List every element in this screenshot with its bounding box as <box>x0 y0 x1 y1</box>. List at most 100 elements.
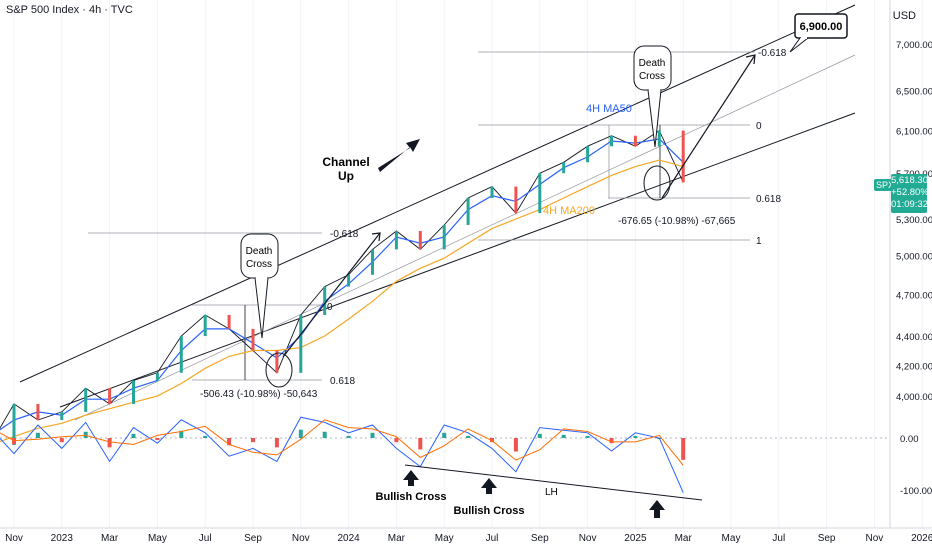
death-cross-callout-2025 <box>633 45 672 148</box>
price-tag: 5,618.30 +52.80% 01:09:32 <box>891 174 929 213</box>
death-cross-label-2023-l1: Death <box>246 246 273 257</box>
osc-histogram-bar <box>59 438 64 443</box>
ma50-label: 4H MA50 <box>586 103 632 115</box>
death-cross-label-2025-l1: Death <box>639 58 666 69</box>
x-tick-label: 2024 <box>337 533 360 544</box>
fib-2023 <box>88 232 322 381</box>
x-tick-label: Jul <box>772 533 785 544</box>
price-candle <box>275 350 279 373</box>
osc-histogram-bar <box>681 438 686 460</box>
price-candle <box>442 224 446 250</box>
price-series-line <box>0 129 684 429</box>
osc-histogram-bar <box>370 432 375 438</box>
projection-arrows <box>282 54 756 358</box>
x-tick-label: May <box>148 533 167 544</box>
price-candle <box>155 372 159 381</box>
osc-histogram-bar <box>12 438 16 445</box>
x-tick-label: May <box>722 533 741 544</box>
fib-2023-label-618: 0.618 <box>330 376 355 387</box>
osc-histogram-bar <box>394 438 399 443</box>
y-tick-label: 6,100.00 <box>896 127 932 138</box>
bar-countdown: 01:09:32 <box>891 199 928 210</box>
osc-histogram-bar <box>203 435 208 438</box>
currency-label: USD <box>892 10 916 22</box>
x-tick-label: May <box>435 533 454 544</box>
osc-histogram-bar <box>83 431 88 438</box>
osc-histogram-bar <box>179 430 184 438</box>
x-tick-label: Sep <box>818 533 836 544</box>
price-change: +52.80% <box>891 187 929 198</box>
osc-histogram-bar <box>561 434 566 438</box>
x-tick-label: Mar <box>388 533 406 544</box>
price-candle <box>633 135 637 147</box>
osc-histogram-bar <box>35 432 40 438</box>
death-cross-label-2023-l2: Cross <box>246 259 272 270</box>
price-candle <box>610 135 613 147</box>
price-candle <box>108 388 112 404</box>
price-candle <box>371 249 374 275</box>
osc-signal-line <box>0 419 684 466</box>
y-tick-label: 5,000.00 <box>896 252 932 263</box>
osc-histogram-bar <box>466 435 471 438</box>
osc-histogram-bar <box>633 435 638 438</box>
x-tick-label: 2023 <box>51 533 74 544</box>
price-candle <box>490 186 494 198</box>
x-tick-label: 2025 <box>624 533 647 544</box>
ma200-label: 4H MA200 <box>543 205 595 217</box>
fib-2025-label-zero: 0 <box>756 121 762 132</box>
target-callout <box>789 13 848 53</box>
price-candle <box>538 173 542 214</box>
x-tick-label: Mar <box>101 533 119 544</box>
price-candle <box>203 314 207 337</box>
last-price: 5,618.30 <box>891 175 928 186</box>
x-tick-label: Jul <box>486 533 499 544</box>
price-candle <box>60 411 64 421</box>
fib-2025-label-one: 1 <box>756 236 762 247</box>
osc-histogram-bar <box>418 438 423 450</box>
price-candle <box>251 328 255 351</box>
price-candle <box>84 388 88 412</box>
circle-2023 <box>265 352 293 388</box>
bullish-cross-label-2: Bullish Cross <box>454 505 525 517</box>
osc-histogram-bar <box>155 438 160 441</box>
death-cross-callout-2023 <box>240 233 279 339</box>
fib-2023-label-zero: 0 <box>327 302 333 313</box>
price-candle <box>179 336 183 373</box>
fib-2025-label-neg: -0.618 <box>758 48 787 59</box>
x-tick-label: Mar <box>675 533 693 544</box>
price-candle <box>323 286 327 315</box>
osc-histogram-bar <box>131 433 136 438</box>
y-tick-label: 4,000.00 <box>896 392 932 403</box>
osc-histogram-bar <box>513 438 518 452</box>
lh-trendline <box>404 464 703 501</box>
price-candle <box>394 230 398 250</box>
fib-2025 <box>478 51 755 241</box>
ma50-line <box>0 138 684 431</box>
osc-histogram-bar <box>227 438 232 446</box>
up-arrows <box>403 470 665 518</box>
osc-line <box>0 416 684 493</box>
osc-histogram-bar <box>107 438 112 448</box>
x-tick-label: Nov <box>866 533 884 544</box>
price-candle <box>586 146 590 163</box>
x-tick-label: Jul <box>199 533 212 544</box>
osc-histogram-bar <box>298 429 303 438</box>
price-candle <box>12 403 16 446</box>
price-candle <box>227 314 231 329</box>
drop-2025-label: -676.65 (-10.98%) -67,665 <box>618 216 736 227</box>
symbol-tag: SPX <box>874 179 897 191</box>
fib-2025-label-618: 0.618 <box>756 194 781 205</box>
price-candle <box>36 403 40 421</box>
channel-label-l1: Channel <box>322 155 369 169</box>
lh-label: LH <box>545 487 558 498</box>
y-tick-label: 4,400.00 <box>896 332 932 343</box>
osc-histogram-bar <box>442 432 447 438</box>
chart-title: S&P 500 Index · 4h · TVC <box>6 4 133 16</box>
target-label: 6,900.00 <box>800 21 843 33</box>
y-tick-label: 7,000.00 <box>896 40 932 51</box>
price-candle <box>681 130 685 183</box>
osc-histogram-bar <box>585 435 590 438</box>
x-tick-label: Sep <box>244 533 262 544</box>
x-tick-label: Nov <box>5 533 23 544</box>
y-tick-label: 4,200.00 <box>896 361 932 372</box>
